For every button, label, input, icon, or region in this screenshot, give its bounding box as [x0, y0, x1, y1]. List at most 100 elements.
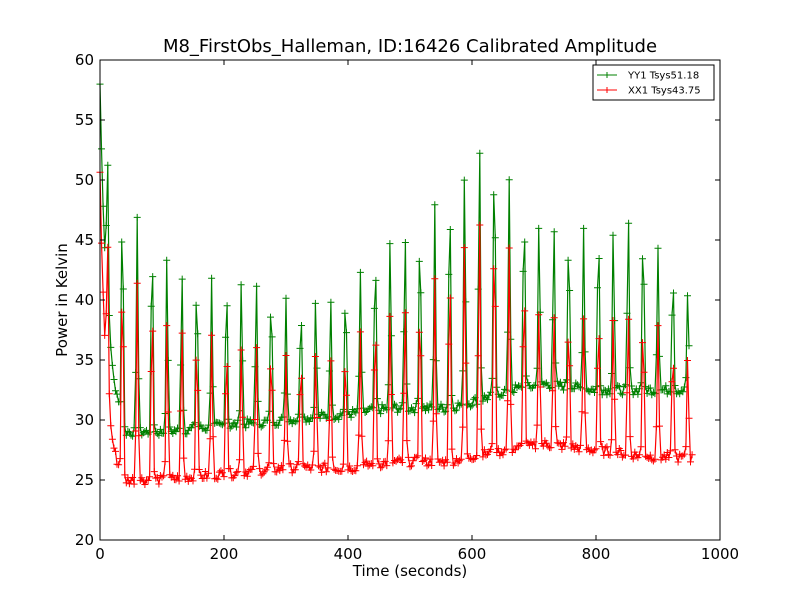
data-point [414, 394, 422, 402]
data-point [125, 428, 133, 436]
data-point [336, 410, 344, 418]
data-point [429, 417, 437, 425]
data-point [245, 420, 253, 428]
series-1 [96, 80, 693, 440]
data-point [592, 383, 600, 391]
data-point [280, 436, 288, 444]
data-point [476, 149, 484, 157]
data-point [423, 402, 431, 410]
data-point [373, 395, 381, 403]
data-point [654, 244, 662, 252]
data-point [187, 424, 195, 432]
data-point [220, 473, 228, 481]
data-point [670, 364, 677, 372]
data-point [133, 279, 141, 287]
data-point [530, 438, 538, 446]
legend-label: YY1 Tsys51.18 [627, 71, 699, 82]
data-point [580, 315, 588, 323]
data-point [282, 294, 290, 302]
data-point [460, 244, 468, 252]
data-point [223, 302, 231, 310]
data-point [222, 390, 230, 398]
data-point [425, 461, 433, 469]
data-point [189, 477, 197, 485]
data-point [257, 471, 265, 479]
data-point [119, 285, 127, 293]
data-point [372, 341, 380, 349]
data-point [418, 458, 426, 465]
data-point [352, 467, 360, 475]
data-point [147, 302, 155, 310]
data-point [341, 368, 349, 376]
data-point [339, 460, 347, 468]
data-point [387, 391, 395, 398]
data-point [191, 419, 199, 427]
data-point [105, 312, 113, 319]
data-point [558, 445, 566, 453]
data-point [662, 382, 670, 390]
data-point [110, 376, 118, 383]
data-point [502, 445, 510, 453]
data-point [237, 281, 245, 289]
x-tick-label: 800 [582, 545, 611, 563]
x-tick-label: 200 [210, 545, 239, 563]
data-point [456, 457, 464, 465]
data-point [254, 449, 262, 457]
data-point [501, 385, 508, 393]
data-point [668, 311, 676, 319]
data-point [172, 428, 180, 436]
data-point [253, 282, 261, 290]
data-point [150, 468, 158, 476]
data-point [671, 382, 679, 389]
data-point [594, 364, 601, 372]
data-point [649, 457, 657, 465]
data-point [104, 161, 112, 169]
data-point [239, 413, 247, 421]
data-point [460, 176, 468, 184]
data-point [566, 287, 574, 294]
data-point [110, 444, 118, 452]
data-point [327, 298, 335, 306]
data-point [439, 403, 447, 411]
data-point [446, 294, 454, 302]
data-point [496, 393, 504, 401]
y-tick-label: 55 [75, 111, 94, 129]
data-point [425, 406, 433, 414]
data-point [544, 442, 552, 450]
data-point [141, 481, 149, 488]
data-point [508, 387, 516, 395]
data-point [146, 473, 154, 481]
data-point [443, 458, 451, 466]
data-point [205, 469, 212, 477]
data-point [194, 330, 202, 338]
data-point [305, 418, 313, 425]
data-point [491, 302, 499, 310]
data-point [378, 463, 386, 471]
data-point [491, 234, 499, 242]
data-point [156, 425, 164, 433]
data-point [313, 414, 321, 421]
data-point [318, 468, 326, 476]
data-point [541, 380, 549, 388]
x-axis-label: Time (seconds) [352, 562, 468, 580]
data-point [268, 333, 276, 341]
data-point [474, 352, 482, 360]
y-tick-label: 35 [75, 351, 94, 369]
data-point [144, 477, 152, 484]
data-point [428, 462, 436, 469]
data-point [617, 389, 625, 397]
data-point [392, 402, 400, 410]
data-point [547, 444, 555, 452]
data-point [604, 451, 612, 459]
data-point [504, 397, 512, 405]
data-point [338, 467, 346, 475]
data-point [490, 191, 498, 199]
data-point [648, 456, 656, 464]
data-point [595, 255, 603, 262]
data-point [395, 405, 403, 413]
data-point [108, 435, 116, 443]
data-point [175, 477, 183, 485]
data-point [308, 461, 316, 469]
data-point [296, 344, 304, 352]
